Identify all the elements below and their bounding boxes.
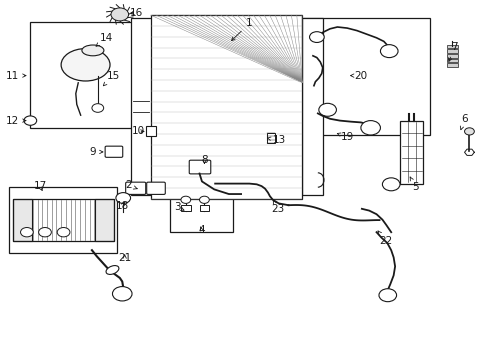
Bar	[267, 133, 275, 143]
Text: 14: 14	[96, 33, 113, 46]
Circle shape	[360, 121, 380, 135]
Bar	[95, 199, 114, 241]
Bar	[30, 22, 160, 128]
FancyBboxPatch shape	[125, 182, 145, 194]
Circle shape	[39, 228, 51, 237]
Text: 9: 9	[89, 147, 102, 157]
Text: 12: 12	[5, 116, 26, 126]
Text: 17: 17	[33, 181, 47, 192]
Bar	[303, 18, 429, 135]
Circle shape	[309, 32, 324, 42]
Text: 16: 16	[129, 8, 142, 18]
Bar	[9, 187, 117, 253]
Text: 23: 23	[270, 201, 284, 214]
Ellipse shape	[82, 45, 104, 56]
Circle shape	[116, 193, 130, 203]
Ellipse shape	[61, 49, 110, 81]
Text: 8: 8	[201, 155, 207, 165]
Bar	[446, 59, 457, 62]
Circle shape	[464, 128, 473, 135]
Circle shape	[181, 196, 190, 203]
Bar	[145, 126, 156, 136]
Bar	[199, 205, 209, 211]
Bar	[13, 199, 32, 241]
Bar	[170, 191, 232, 232]
Circle shape	[382, 178, 399, 191]
Text: 19: 19	[337, 132, 353, 142]
FancyBboxPatch shape	[105, 146, 122, 157]
Text: 11: 11	[5, 71, 26, 81]
Bar	[181, 205, 190, 211]
Bar	[13, 199, 114, 241]
Text: 10: 10	[132, 126, 144, 136]
Text: 18: 18	[115, 201, 129, 211]
Circle shape	[24, 116, 37, 125]
Text: 13: 13	[267, 135, 286, 145]
Circle shape	[112, 287, 132, 301]
Text: 20: 20	[350, 71, 366, 81]
Text: 5: 5	[409, 177, 418, 192]
Circle shape	[380, 45, 397, 58]
Bar	[446, 49, 457, 53]
Bar	[399, 121, 423, 184]
Circle shape	[111, 8, 128, 21]
Circle shape	[57, 228, 70, 237]
Bar	[302, 18, 322, 195]
Bar	[446, 63, 457, 67]
Circle shape	[20, 228, 33, 237]
Circle shape	[318, 103, 336, 116]
Bar	[446, 45, 457, 48]
Text: 4: 4	[198, 225, 204, 235]
Bar	[150, 15, 302, 199]
Text: 7: 7	[447, 42, 457, 61]
Text: 1: 1	[231, 18, 252, 41]
Text: 2: 2	[124, 180, 137, 190]
Bar	[131, 18, 151, 195]
Text: 15: 15	[103, 71, 120, 86]
Text: 22: 22	[377, 231, 392, 246]
Circle shape	[92, 104, 103, 112]
FancyBboxPatch shape	[146, 182, 165, 194]
Circle shape	[378, 289, 396, 302]
Text: 6: 6	[459, 114, 467, 130]
Text: 3: 3	[173, 202, 183, 212]
Bar	[446, 54, 457, 58]
Text: 21: 21	[118, 253, 131, 264]
FancyBboxPatch shape	[189, 160, 210, 174]
Ellipse shape	[106, 266, 119, 274]
Circle shape	[199, 196, 209, 203]
